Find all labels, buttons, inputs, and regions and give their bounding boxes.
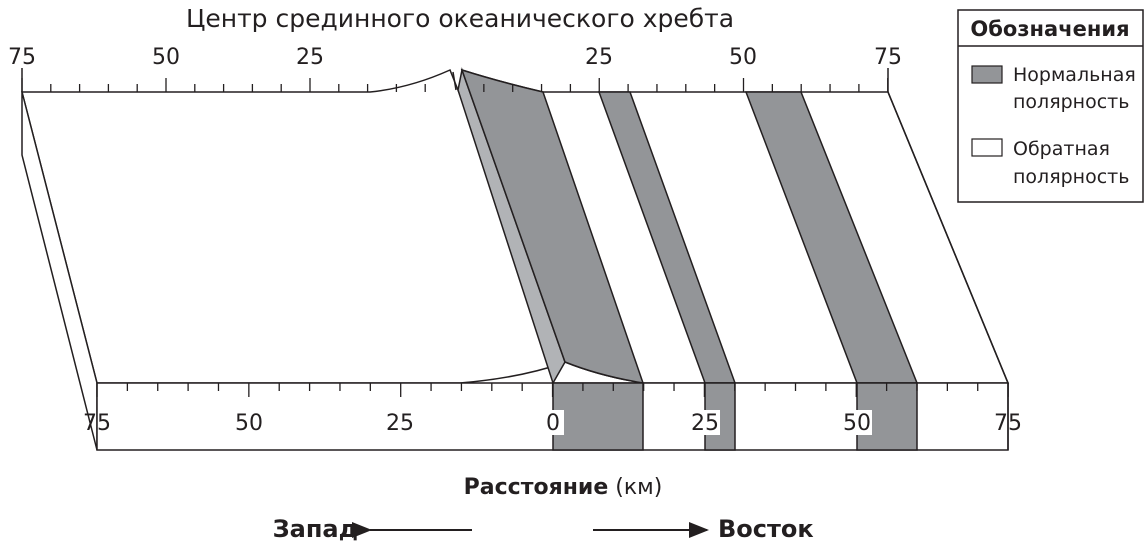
axis-title-unit: (км) bbox=[608, 475, 662, 500]
top-axis-ticks bbox=[21, 78, 889, 92]
legend-normal-line1: Нормальная bbox=[1013, 64, 1136, 86]
bottom-axis-ticks bbox=[96, 383, 1009, 397]
top-label-east-25: 25 bbox=[585, 45, 613, 70]
direction-west: Запад bbox=[273, 515, 358, 543]
legend-title: Обозначения bbox=[970, 17, 1129, 41]
bottom-label-west-50: 50 bbox=[235, 411, 263, 436]
axis-title: Расстояние (км) bbox=[464, 475, 663, 500]
legend-swatch-reverse bbox=[971, 138, 1003, 157]
legend-reverse-line2: полярность bbox=[1013, 166, 1129, 188]
bottom-label-west-75: 75 bbox=[83, 411, 111, 436]
bottom-label-0: 0 bbox=[546, 411, 560, 436]
top-label-west-50: 50 bbox=[152, 45, 180, 70]
direction-east: Восток bbox=[718, 515, 814, 543]
top-label-west-25: 25 bbox=[296, 45, 324, 70]
legend-swatch-normal bbox=[971, 65, 1003, 84]
legend: Обозначения Нормальная полярность Обратн… bbox=[957, 9, 1144, 203]
bottom-label-east-25: 25 bbox=[691, 411, 719, 436]
ridge-notch bbox=[452, 71, 457, 91]
top-label-west-75: 75 bbox=[8, 45, 36, 70]
bottom-label-west-25: 25 bbox=[386, 411, 414, 436]
label-bg-0 bbox=[543, 410, 564, 435]
label-bg-25 bbox=[690, 410, 720, 435]
ridge-center-title: Центр срединного океанического хребта bbox=[186, 4, 734, 33]
legend-normal-line2: полярность bbox=[1013, 91, 1129, 113]
legend-reverse-line1: Обратная bbox=[1013, 138, 1110, 160]
top-label-east-75: 75 bbox=[874, 45, 902, 70]
front-normal-0-15 bbox=[552, 382, 644, 451]
top-label-east-50: 50 bbox=[729, 45, 757, 70]
bottom-label-east-75: 75 bbox=[994, 411, 1022, 436]
label-bg-50 bbox=[842, 410, 872, 435]
axis-title-bold: Расстояние bbox=[464, 475, 609, 500]
bottom-label-east-50: 50 bbox=[843, 411, 871, 436]
